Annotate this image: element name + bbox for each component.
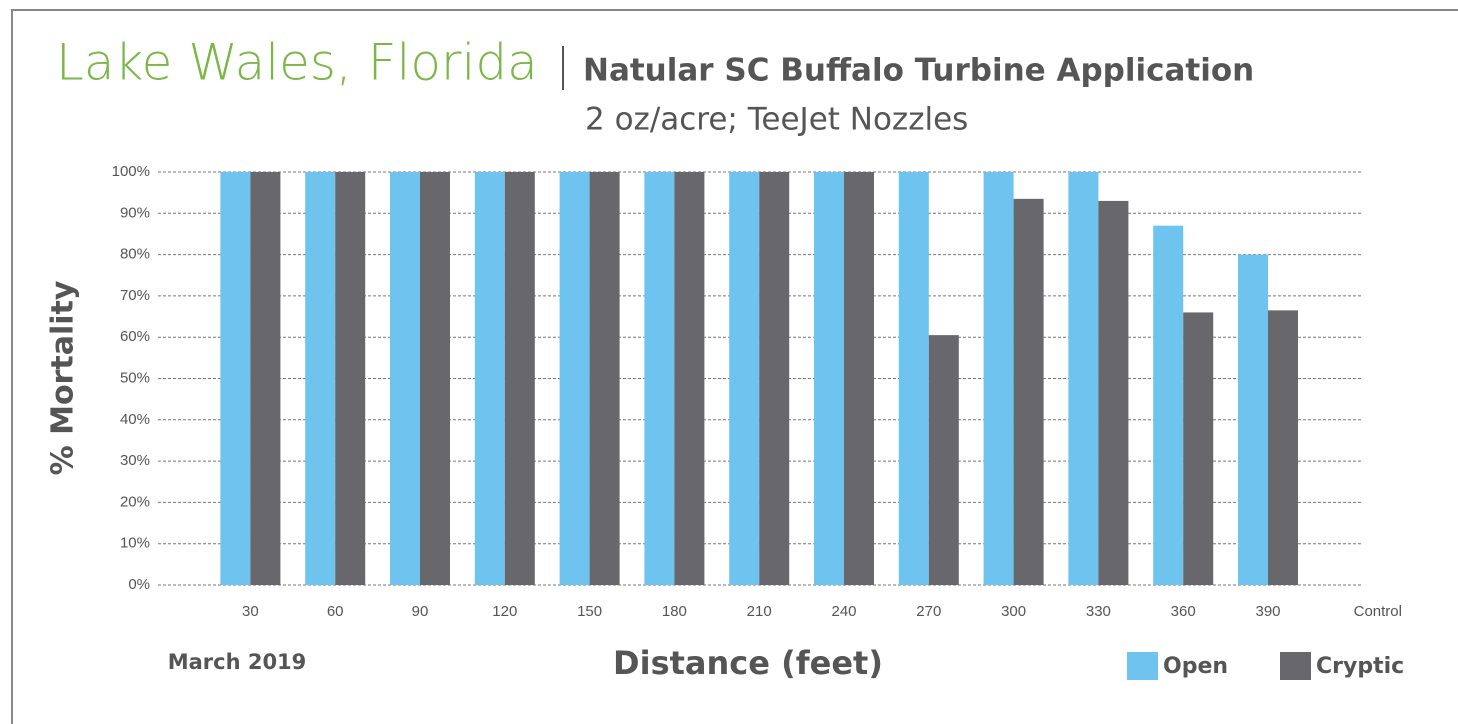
bar — [474, 172, 505, 585]
x-tick-label: 360 — [1171, 603, 1196, 620]
bar — [420, 172, 450, 585]
x-tick-label: 30 — [242, 603, 259, 620]
frame — [11, 9, 1458, 724]
bar — [644, 172, 675, 585]
bar — [898, 172, 929, 585]
y-tick-label: 0% — [128, 576, 150, 593]
y-tick-label: 60% — [120, 328, 150, 345]
bar — [759, 172, 790, 585]
chart-title: Lake Wales, Florida — [56, 34, 538, 92]
x-tick-label: 150 — [577, 603, 602, 620]
bar — [250, 172, 281, 585]
y-tick-label: 70% — [120, 287, 150, 304]
y-tick-label: 100% — [112, 163, 150, 180]
y-tick-label: 20% — [120, 493, 150, 510]
x-tick-label: 270 — [916, 603, 941, 620]
x-tick-label: 180 — [662, 603, 687, 620]
x-tick-label: 390 — [1255, 603, 1280, 620]
x-tick-label: 330 — [1086, 603, 1111, 620]
bar — [335, 172, 366, 585]
y-tick-label: 80% — [120, 246, 150, 263]
bar — [1268, 310, 1298, 585]
legend-swatch — [1127, 652, 1158, 680]
y-tick-label: 40% — [120, 411, 150, 428]
bar — [1153, 225, 1184, 585]
bar — [390, 172, 420, 585]
x-tick-label: Control — [1354, 603, 1402, 620]
annotation: March 2019 — [168, 650, 307, 674]
legend-label: Cryptic — [1316, 654, 1404, 679]
x-axis-label: Distance (feet) — [613, 644, 883, 682]
y-tick-label: 10% — [120, 535, 150, 552]
chart-subtitle-2: 2 oz/acre; TeeJet Nozzles — [585, 102, 968, 138]
bar — [305, 172, 336, 585]
y-tick-label: 30% — [120, 452, 150, 469]
bar — [1098, 200, 1129, 585]
y-tick-label: 90% — [120, 204, 150, 221]
bar — [504, 172, 535, 585]
x-tick-label: 120 — [492, 603, 517, 620]
chart-subtitle: Natular SC Buffalo Turbine Application — [583, 53, 1254, 89]
bar — [983, 172, 1014, 585]
x-tick-label: 240 — [831, 603, 856, 620]
y-tick-label: 50% — [120, 369, 150, 386]
bar — [1013, 198, 1044, 585]
bar — [814, 172, 844, 585]
bar — [844, 172, 874, 585]
x-tick-label: 60 — [327, 603, 344, 620]
bar — [589, 172, 620, 585]
bar — [729, 172, 760, 585]
x-tick-label: 210 — [747, 603, 772, 620]
legend-swatch — [1280, 652, 1311, 680]
bar — [1183, 312, 1214, 585]
legend-label: Open — [1163, 654, 1228, 679]
bar — [1068, 172, 1099, 585]
bar — [1238, 254, 1268, 585]
bar — [559, 172, 590, 585]
x-tick-label: 90 — [412, 603, 429, 620]
bar — [220, 172, 251, 585]
bar — [674, 172, 705, 585]
bar — [928, 335, 959, 585]
x-tick-label: 300 — [1001, 603, 1026, 620]
y-axis-label: % Mortality — [46, 280, 81, 475]
